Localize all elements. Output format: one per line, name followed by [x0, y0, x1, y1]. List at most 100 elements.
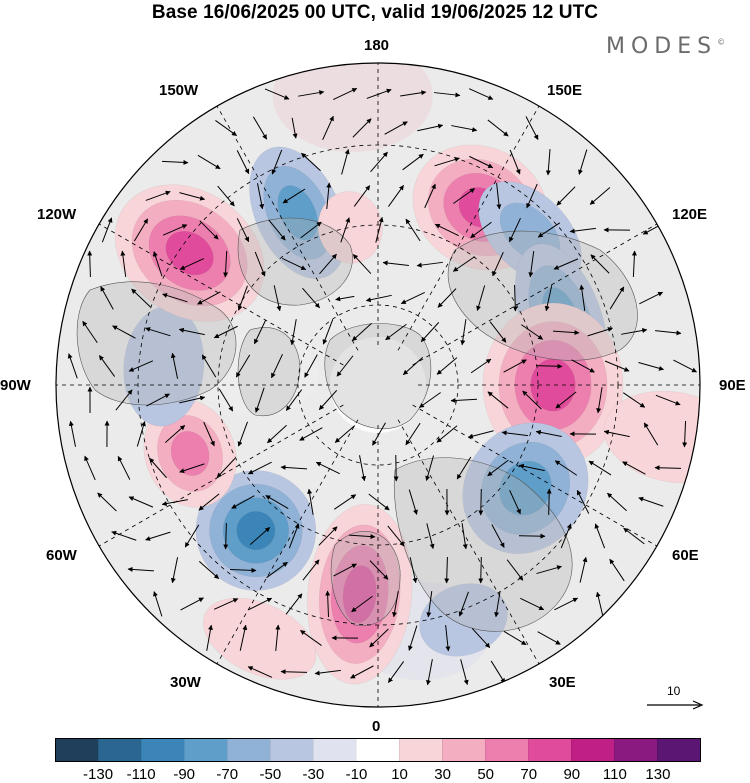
wind-vector [471, 628, 491, 648]
wind-vector [314, 669, 341, 676]
wind-vector [268, 219, 286, 241]
wind-vector [271, 354, 283, 379]
wind-vector [569, 227, 596, 234]
wind-vector [179, 463, 205, 474]
wind-vector [215, 120, 237, 136]
wind-vector [418, 392, 441, 408]
wind-vector [555, 391, 577, 409]
wind-vector [623, 527, 645, 545]
lon-label-90e: 90E [719, 377, 746, 394]
wind-vector [217, 185, 235, 207]
colorbar-segment [313, 739, 356, 761]
weak-anomaly [272, 63, 433, 153]
wind-vector [161, 159, 189, 165]
wind-vector [594, 523, 606, 549]
wind-vector [273, 285, 282, 312]
wind-vector [444, 556, 450, 584]
wind-vector [304, 354, 318, 378]
wind-vector [436, 357, 458, 375]
wind-vector [162, 293, 188, 303]
wind-vector [525, 116, 539, 140]
colorbar-tick-label: -30 [302, 766, 325, 783]
wind-vector [375, 216, 384, 243]
wind-vector [579, 556, 588, 583]
wind-vector [98, 355, 116, 377]
wind-vector [201, 354, 217, 378]
wind-vector [352, 118, 372, 138]
wind-vector [520, 597, 545, 611]
wind-vector [216, 458, 236, 478]
wind-vector [145, 531, 171, 541]
wind-vector [299, 427, 323, 441]
wind-vector [654, 465, 682, 471]
wind-vector [370, 151, 388, 173]
colorbar-tick-label: -90 [173, 766, 196, 783]
wind-vector [560, 523, 572, 549]
wind-vector [336, 355, 354, 377]
colorbar-tick-label: 90 [563, 766, 581, 783]
land-outline [393, 457, 573, 632]
wind-vector [300, 221, 322, 239]
wind-vector [333, 88, 358, 100]
wind-vector [280, 669, 308, 675]
wind-vector [537, 222, 561, 238]
wind-vector [366, 88, 392, 99]
wind-vector [578, 149, 588, 175]
colorbar-tick-label: -10 [345, 766, 368, 783]
colorbar-segment [227, 739, 270, 761]
wind-vector [229, 567, 257, 573]
wind-vector [385, 323, 407, 341]
meridian-line [397, 105, 540, 351]
wind-vector [149, 457, 167, 479]
wind-vector [638, 361, 664, 371]
wind-vector [369, 628, 389, 648]
wind-vector [655, 330, 682, 336]
wind-vector [535, 429, 562, 437]
colorbar-segment [442, 739, 485, 761]
wind-vector [509, 149, 521, 175]
wind-vector [184, 524, 200, 548]
wind-vector [622, 461, 646, 475]
wind-vector [467, 430, 494, 439]
colorbar-segment [571, 739, 614, 761]
wind-vector [400, 90, 427, 97]
wind-vector [478, 556, 484, 584]
wind-vector [469, 155, 494, 169]
wind-vector [120, 250, 127, 277]
polar-cap [330, 337, 426, 433]
wind-vector [537, 631, 561, 645]
land-outline [330, 531, 401, 627]
wind-vector [400, 291, 425, 305]
wind-vector [326, 182, 332, 209]
lon-label-30w: 30W [170, 674, 201, 691]
wind-vector [487, 459, 509, 477]
wind-vector [450, 398, 478, 404]
lon-label-90w: 90W [0, 377, 31, 394]
colorbar-tick-label: -70 [216, 766, 239, 783]
lon-label-30e: 30E [549, 674, 576, 691]
wind-vector [266, 561, 288, 579]
wind-vector [425, 659, 433, 686]
colorbar-ticks: -130 -110 -90 -70 -50 -30 -10 10 30 50 70 90 110 130 [55, 766, 701, 783]
colorbar-segment [141, 739, 184, 761]
wind-vector [453, 188, 476, 204]
wind-vector [460, 659, 469, 686]
wind-vector [604, 360, 630, 372]
colorbar-tick-label: 110 [602, 766, 627, 783]
wind-vector [476, 285, 486, 311]
wind-vector [319, 253, 337, 275]
wind-vector [416, 261, 443, 268]
wind-vector [117, 455, 131, 480]
wind-vector [503, 359, 527, 373]
wind-vector [456, 456, 472, 480]
wind-vector [348, 534, 376, 540]
wind-vector [300, 630, 322, 646]
wind-vector [372, 422, 386, 446]
colorbar-segment [528, 739, 571, 761]
wind-vector [621, 328, 648, 335]
wind-vector [199, 220, 219, 240]
wind-vector [152, 251, 163, 277]
wind-vector [87, 250, 93, 278]
lon-label-120e: 120E [672, 206, 708, 223]
wind-vector [111, 530, 137, 541]
